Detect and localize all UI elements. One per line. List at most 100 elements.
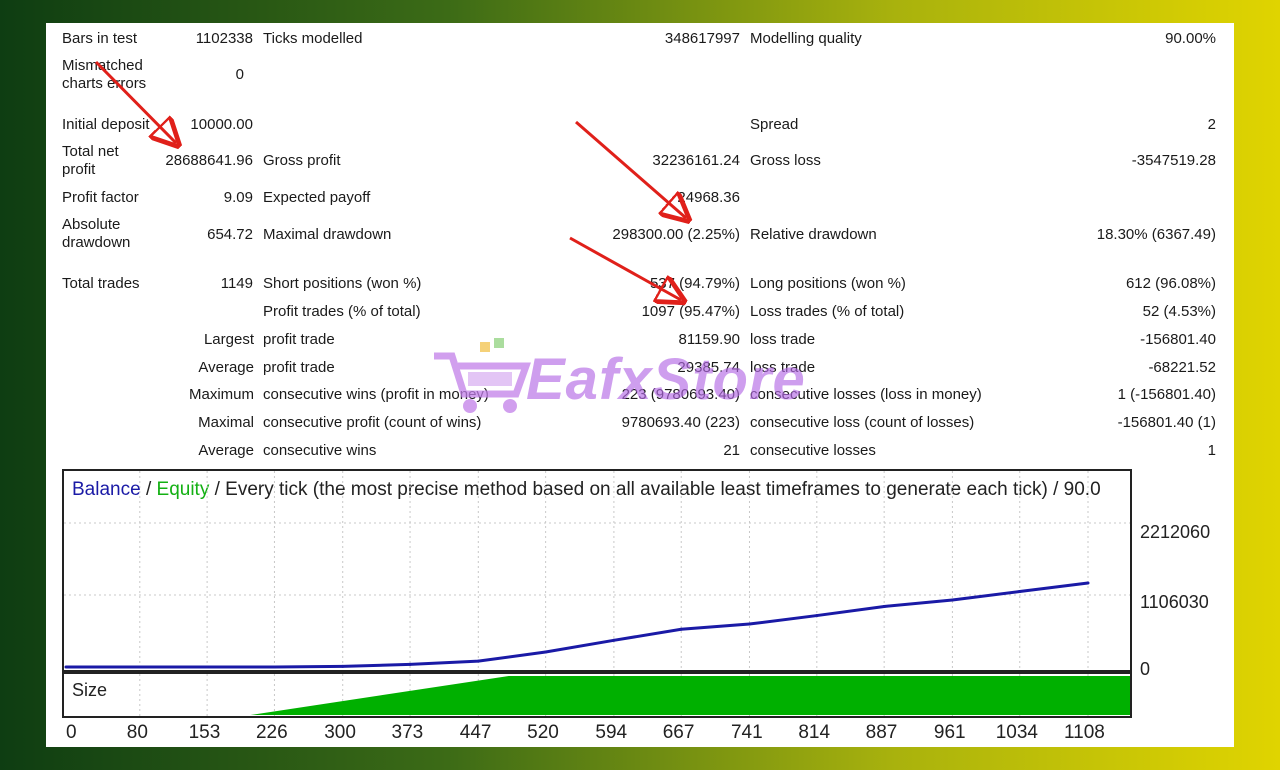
x-tick-label: 1108 — [1064, 722, 1105, 743]
average-loss-value: -68221.52 — [1148, 359, 1216, 376]
maximal-cons-loss-value: -156801.40 (1) — [1117, 414, 1216, 431]
avg-cons-wins-label: consecutive wins — [263, 442, 377, 459]
absolute-drawdown-label: Absolute drawdown — [62, 216, 131, 251]
balance-point — [408, 662, 412, 666]
mismatched-charts-value: 0 — [235, 66, 244, 83]
x-tick-label: 887 — [865, 722, 898, 743]
x-tick-label: 300 — [324, 722, 356, 743]
x-tick-label: 741 — [730, 722, 763, 743]
average-consecutive-label: Average — [198, 442, 254, 459]
spread-label: Spread — [750, 116, 799, 133]
loss-trades-value: 52 (4.53%) — [1142, 303, 1216, 320]
y-tick-label: 2212060 — [1140, 522, 1211, 542]
relative-drawdown-label: Relative drawdown — [750, 226, 877, 243]
balance-series-line — [66, 581, 1089, 669]
x-tick-label: 447 — [459, 722, 492, 743]
chart-title: Balance / Equity / Every tick (the most … — [72, 479, 1101, 501]
chart-title-sep: / — [140, 479, 157, 500]
balance-point — [476, 659, 480, 663]
absolute-drawdown-value: 654.72 — [207, 226, 253, 243]
maximal-drawdown-label: Maximal drawdown — [263, 226, 392, 243]
largest-profit-value: 81159.90 — [678, 331, 740, 348]
x-tick-label: 153 — [188, 722, 221, 743]
chart-title-rest: / Every tick (the most precise method ba… — [209, 479, 1101, 500]
maximal-cons-profit-value: 9780693.40 (223) — [621, 414, 740, 431]
modelling-quality-label: Modelling quality — [750, 30, 862, 47]
x-tick-label: 667 — [662, 722, 695, 743]
balance-point — [64, 665, 68, 669]
gross-loss-label: Gross loss — [750, 152, 821, 169]
expected-payoff-label: Expected payoff — [263, 189, 371, 206]
maximum-label: Maximum — [188, 386, 254, 403]
avg-cons-losses-value: 1 — [1207, 442, 1216, 459]
maximal-cons-profit-label: consecutive profit (count of wins) — [263, 414, 482, 431]
avg-cons-losses-label: consecutive losses — [750, 442, 876, 459]
modelling-quality-value: 90.00% — [1165, 30, 1216, 47]
balance-point — [815, 614, 819, 618]
chart-title-balance: Balance — [72, 479, 141, 500]
balance-point — [272, 665, 276, 669]
x-tick-label: 0 — [66, 722, 77, 743]
balance-point — [950, 598, 954, 602]
balance-point — [341, 664, 345, 668]
total-net-profit-value: 28688641.96 — [165, 152, 253, 169]
total-trades-label: Total trades — [62, 275, 140, 292]
arrow-maximal-drawdown — [575, 120, 686, 218]
total-trades-value: 1149 — [220, 275, 253, 292]
spread-value: 2 — [1207, 116, 1216, 133]
average-profit-value: 29385.74 — [677, 359, 740, 376]
arrow-profit-trades — [569, 236, 681, 300]
average-loss-label: loss trade — [750, 359, 816, 376]
x-tick-label: 80 — [126, 722, 148, 743]
maximal-label: Maximal — [198, 414, 254, 431]
bars-in-test-value: 1102338 — [195, 30, 253, 47]
average-label: Average — [198, 359, 254, 376]
chart-title-equity: Equity — [156, 479, 210, 500]
balance-point — [1018, 589, 1022, 593]
max-cons-losses-value: 1 (-156801.40) — [1117, 386, 1216, 403]
bars-in-test-label: Bars in test — [62, 30, 138, 47]
avg-cons-wins-value: 21 — [723, 442, 740, 459]
balance-point — [612, 638, 616, 642]
balance-point — [138, 665, 142, 669]
chart-plot — [64, 471, 1130, 670]
x-tick-label: 961 — [933, 722, 966, 743]
total-net-profit-label: Total net profit — [62, 143, 119, 178]
balance-point — [679, 627, 683, 631]
max-cons-wins-label: consecutive wins (profit in money) — [263, 386, 489, 403]
loss-trades-label: Loss trades (% of total) — [750, 303, 905, 320]
size-label: Size — [72, 680, 108, 700]
ticks-modelled-label: Ticks modelled — [263, 30, 363, 47]
size-area — [250, 676, 1130, 715]
relative-drawdown-value: 18.30% (6367.49) — [1096, 226, 1216, 243]
max-cons-losses-label: consecutive losses (loss in money) — [750, 386, 982, 403]
profit-trades-label: Profit trades (% of total) — [263, 303, 421, 320]
size-chart: Size — [62, 672, 1132, 718]
y-tick-label: 0 — [1140, 659, 1151, 679]
maximal-cons-loss-label: consecutive loss (count of losses) — [750, 414, 975, 431]
short-positions-label: Short positions (won %) — [263, 275, 422, 292]
long-positions-value: 612 (96.08%) — [1125, 275, 1216, 292]
gross-loss-value: -3547519.28 — [1131, 152, 1216, 169]
profit-trades-value: 1097 (95.47%) — [641, 303, 740, 320]
x-tick-label: 814 — [798, 722, 831, 743]
initial-deposit-value: 10000.00 — [190, 116, 253, 133]
long-positions-label: Long positions (won %) — [750, 275, 906, 292]
initial-deposit-label: Initial deposit — [62, 116, 150, 133]
arrow-total-net-profit — [94, 60, 176, 143]
maximal-drawdown-value: 298300.00 (2.25%) — [612, 226, 740, 243]
balance-chart: Balance / Equity / Every tick (the most … — [62, 469, 1132, 672]
largest-profit-label: profit trade — [263, 331, 335, 348]
max-cons-wins-value: 223 (9780693.40) — [621, 386, 740, 403]
balance-point — [205, 665, 209, 669]
x-tick-label: 373 — [391, 722, 424, 743]
x-tick-label: 594 — [595, 722, 628, 743]
profit-factor-label: Profit factor — [62, 189, 139, 206]
gross-profit-label: Gross profit — [263, 152, 341, 169]
largest-label: Largest — [203, 331, 254, 348]
gross-profit-value: 32236161.24 — [652, 152, 740, 169]
x-tick-label: 1034 — [995, 722, 1039, 743]
y-tick-label: 1106030 — [1140, 592, 1209, 612]
balance-point — [882, 604, 886, 608]
x-tick-label: 226 — [255, 722, 288, 743]
